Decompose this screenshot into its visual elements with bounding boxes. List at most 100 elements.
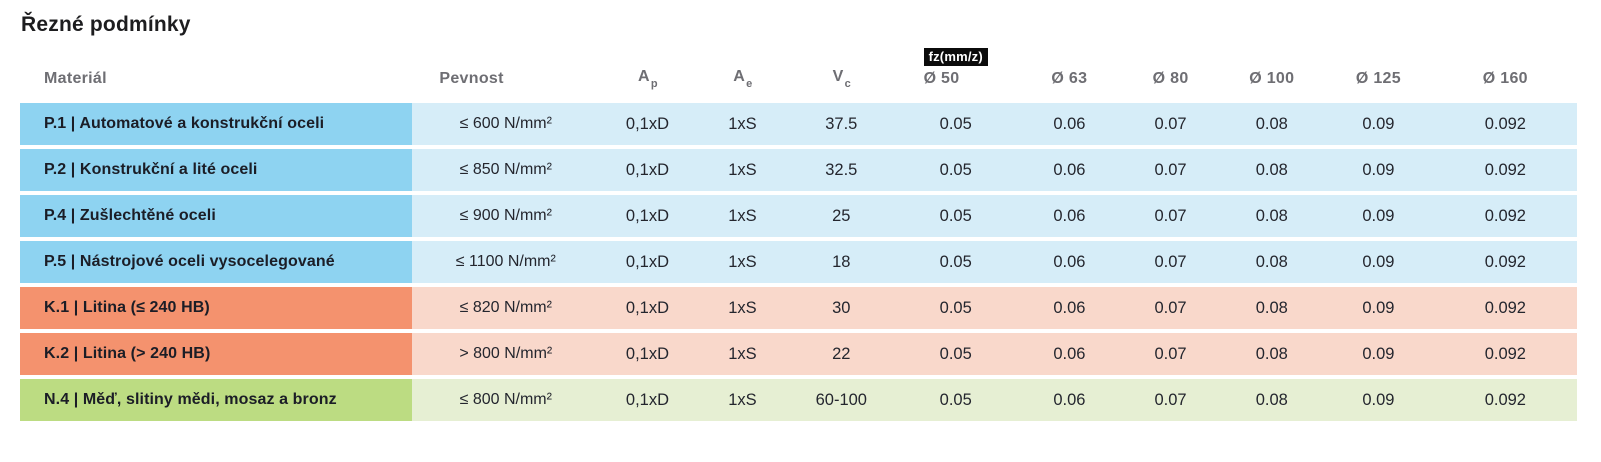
table-body: P.1 | Automatové a konstrukční oceli ≤ 60… <box>20 103 1577 421</box>
cell-d50: 0.05 <box>893 379 1018 421</box>
cell-vc: 22 <box>789 333 894 375</box>
cell-ae: 1xS <box>695 149 790 191</box>
cell-d125: 0.09 <box>1323 195 1434 237</box>
cell-ae: 1xS <box>695 241 790 283</box>
cell-pevnost: ≤ 900 N/mm² <box>412 195 600 237</box>
column-header-d100: Ø 100 <box>1249 70 1295 87</box>
cell-vc: 25 <box>789 195 894 237</box>
cell-d50: 0.05 <box>893 287 1018 329</box>
table-row-k.2: K.2 | Litina (> 240 HB) > 800 N/mm² 0,1xD 1… <box>20 333 1577 375</box>
table-header: Materiál Pevnost Ap Ae Vc fz(mm/z) Ø 50 Ø 63 Ø 8… <box>20 48 1577 99</box>
page-container: Řezné podmínky Materiál Pevnost Ap Ae Vc fz(m… <box>20 13 1577 425</box>
cell-d80: 0.07 <box>1120 149 1221 191</box>
cell-material: P.2 | Konstrukční a lité oceli <box>20 149 413 191</box>
fz-unit-badge: fz(mm/z) <box>923 48 988 66</box>
cell-d63: 0.06 <box>1018 241 1121 283</box>
cell-ap: 0,1xD <box>599 195 696 237</box>
cell-d100: 0.08 <box>1220 149 1324 191</box>
cell-d50: 0.05 <box>893 333 1018 375</box>
cell-d50: 0.05 <box>893 241 1018 283</box>
cell-material: K.1 | Litina (≤ 240 HB) <box>20 287 413 329</box>
cell-d160: 0.092 <box>1433 241 1577 283</box>
cell-ap: 0,1xD <box>599 379 696 421</box>
cell-vc: 32.5 <box>789 149 894 191</box>
cell-ae: 1xS <box>695 287 790 329</box>
cell-ap: 0,1xD <box>599 333 696 375</box>
cell-pevnost: ≤ 800 N/mm² <box>412 379 600 421</box>
column-label: Ø 50 <box>923 70 960 87</box>
cell-d160: 0.092 <box>1433 195 1577 237</box>
cell-d63: 0.06 <box>1018 195 1121 237</box>
cell-d160: 0.092 <box>1433 379 1577 421</box>
column-header-ap: Ap <box>638 67 658 90</box>
cell-d50: 0.05 <box>893 195 1018 237</box>
cell-pevnost: ≤ 1100 N/mm² <box>412 241 600 283</box>
page-title: Řezné podmínky <box>21 13 191 36</box>
cell-d125: 0.09 <box>1323 379 1434 421</box>
cell-material: P.1 | Automatové a konstrukční oceli <box>20 103 413 145</box>
cell-d63: 0.06 <box>1018 333 1121 375</box>
cell-d125: 0.09 <box>1323 333 1434 375</box>
cell-vc: 60-100 <box>789 379 894 421</box>
table-row-p.4: P.4 | Zušlechtěné oceli ≤ 900 N/mm² 0,1xD 1… <box>20 195 1577 237</box>
cell-d100: 0.08 <box>1220 379 1324 421</box>
column-header-vc: Vc <box>832 67 851 90</box>
cell-vc: 37.5 <box>789 103 894 145</box>
cell-d125: 0.09 <box>1323 103 1434 145</box>
column-header-d63: Ø 63 <box>1051 70 1088 87</box>
cell-d100: 0.08 <box>1220 333 1324 375</box>
cell-d160: 0.092 <box>1433 149 1577 191</box>
cell-d63: 0.06 <box>1018 287 1121 329</box>
table-row-k.1: K.1 | Litina (≤ 240 HB) ≤ 820 N/mm² 0,1xD 1… <box>20 287 1577 329</box>
cell-d125: 0.09 <box>1323 241 1434 283</box>
cell-ap: 0,1xD <box>599 241 696 283</box>
cell-ae: 1xS <box>695 195 790 237</box>
column-header-d160: Ø 160 <box>1482 70 1528 87</box>
cutting-table: Materiál Pevnost Ap Ae Vc fz(mm/z) Ø 50 Ø 63 Ø 8… <box>20 44 1577 425</box>
cell-ae: 1xS <box>695 333 790 375</box>
column-header-d125: Ø 125 <box>1355 70 1401 87</box>
column-header-ae: Ae <box>733 67 753 90</box>
cell-material: P.4 | Zušlechtěné oceli <box>20 195 413 237</box>
cell-d63: 0.06 <box>1018 379 1121 421</box>
cell-material: N.4 | Měď, slitiny mědi, mosaz a bronz <box>20 379 413 421</box>
column-header-d80: Ø 80 <box>1152 70 1189 87</box>
cell-pevnost: > 800 N/mm² <box>412 333 600 375</box>
cell-d160: 0.092 <box>1433 103 1577 145</box>
cell-d63: 0.06 <box>1018 103 1121 145</box>
table-row-p.5: P.5 | Nástrojové oceli vysocelegované ≤ 1… <box>20 241 1577 283</box>
cell-material: P.5 | Nástrojové oceli vysocelegované <box>20 241 413 283</box>
cell-d63: 0.06 <box>1018 149 1121 191</box>
cell-vc: 30 <box>789 287 894 329</box>
cell-ap: 0,1xD <box>599 287 696 329</box>
cell-d80: 0.07 <box>1120 379 1221 421</box>
cell-d80: 0.07 <box>1120 103 1221 145</box>
cell-ae: 1xS <box>695 103 790 145</box>
cell-d100: 0.08 <box>1220 103 1324 145</box>
cell-ap: 0,1xD <box>599 103 696 145</box>
cell-d80: 0.07 <box>1120 333 1221 375</box>
table-row-n.4: N.4 | Měď, slitiny mědi, mosaz a bronz ≤ … <box>20 379 1577 421</box>
cell-pevnost: ≤ 820 N/mm² <box>412 287 600 329</box>
table-row-p.2: P.2 | Konstrukční a lité oceli ≤ 850 N/mm… <box>20 149 1577 191</box>
cell-d50: 0.05 <box>893 149 1018 191</box>
cell-d50: 0.05 <box>893 103 1018 145</box>
cell-pevnost: ≤ 600 N/mm² <box>412 103 600 145</box>
cell-d100: 0.08 <box>1220 195 1324 237</box>
cell-d80: 0.07 <box>1120 241 1221 283</box>
column-header-d50: fz(mm/z) Ø 50 <box>893 48 1018 99</box>
cell-pevnost: ≤ 850 N/mm² <box>412 149 600 191</box>
cell-d80: 0.07 <box>1120 195 1221 237</box>
cell-vc: 18 <box>789 241 894 283</box>
cell-d125: 0.09 <box>1323 287 1434 329</box>
table-row-p.1: P.1 | Automatové a konstrukční oceli ≤ 60… <box>20 103 1577 145</box>
cell-ap: 0,1xD <box>599 149 696 191</box>
cell-d80: 0.07 <box>1120 287 1221 329</box>
column-header-pevnost: Pevnost <box>439 70 504 87</box>
column-header-material: Materiál <box>44 70 107 87</box>
cell-ae: 1xS <box>695 379 790 421</box>
cell-d160: 0.092 <box>1433 333 1577 375</box>
cell-material: K.2 | Litina (> 240 HB) <box>20 333 413 375</box>
table-header-row: Materiál Pevnost Ap Ae Vc fz(mm/z) Ø 50 Ø 63 Ø 8… <box>20 48 1577 99</box>
cell-d100: 0.08 <box>1220 287 1324 329</box>
